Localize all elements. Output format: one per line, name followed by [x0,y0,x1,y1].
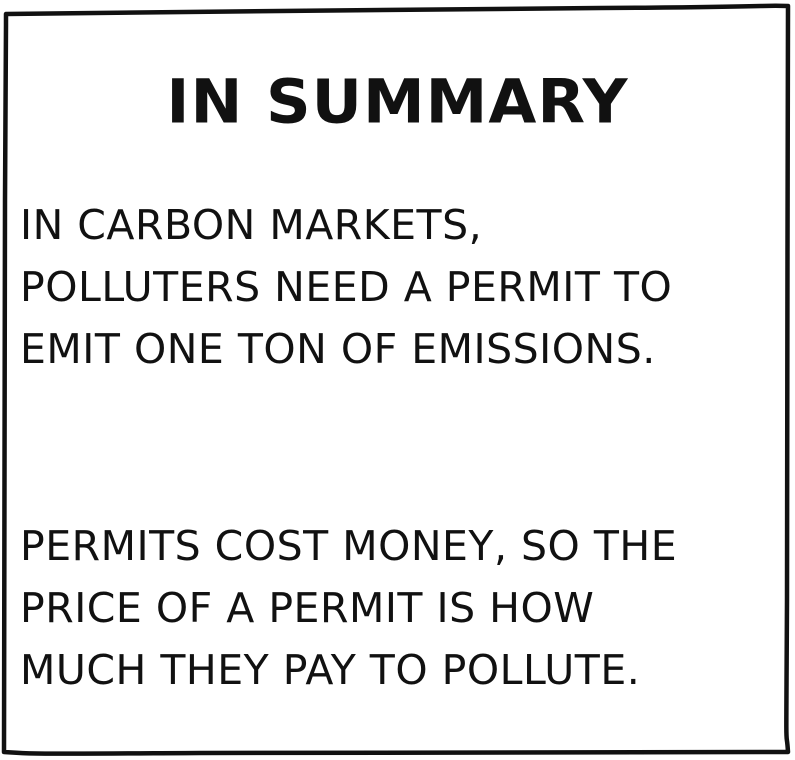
paragraph-2-line-3: MUCH THEY PAY TO POLLUTE. [20,646,641,694]
paragraph-1-line-1: IN CARBON MARKETS, [20,201,483,249]
paragraph-2-line-2: PRICE OF A PERMIT IS HOW [20,584,595,632]
panel-title: IN SUMMARY [166,65,629,138]
paragraph-2-line-1: PERMITS COST MONEY, SO THE [20,522,678,570]
summary-paragraph-2: PERMITS COST MONEY, SO THE PRICE OF A PE… [20,515,785,701]
paragraph-1-line-2: POLLUTERS NEED A PERMIT TO [20,263,673,311]
paragraph-1-line-3: EMIT ONE TON OF EMISSIONS. [20,325,656,373]
summary-paragraph-1: IN CARBON MARKETS, POLLUTERS NEED A PERM… [20,194,785,380]
